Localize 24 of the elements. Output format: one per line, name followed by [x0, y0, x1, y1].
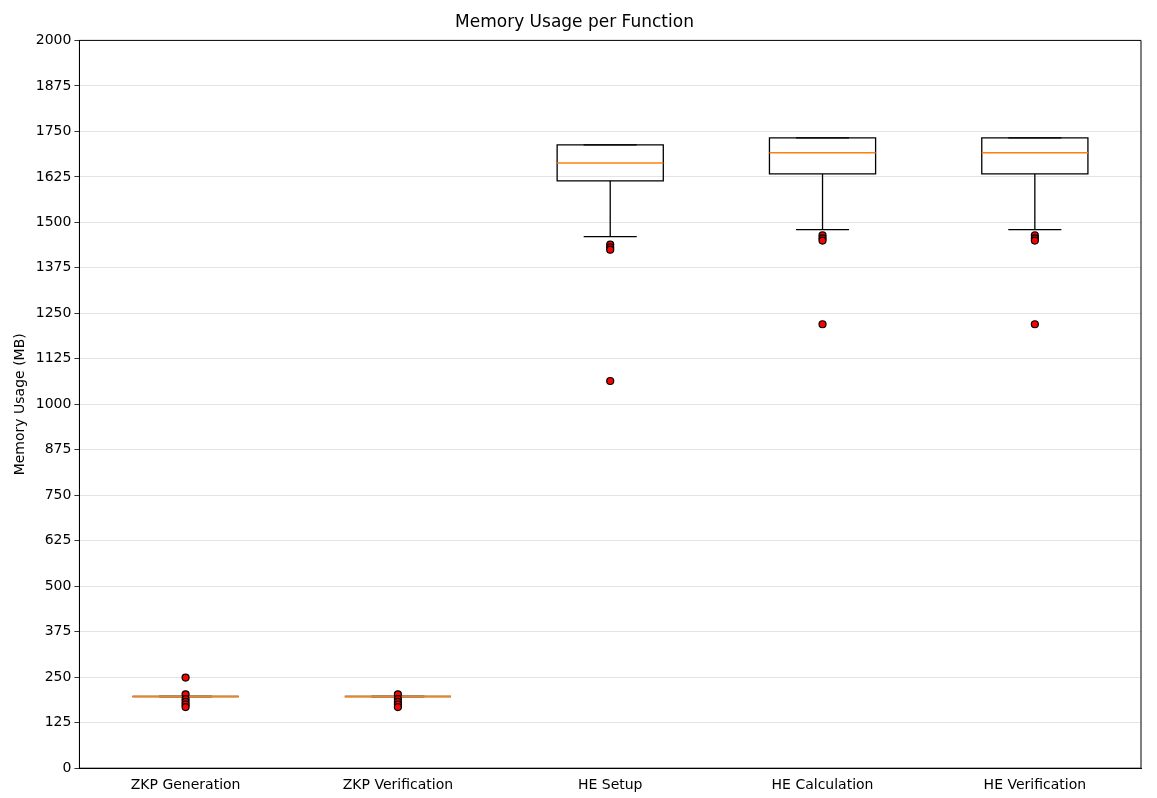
y-tick-label: 1750: [35, 122, 72, 139]
y-tick-label: 1000: [35, 394, 72, 411]
y-tick-label: 1875: [35, 76, 72, 93]
y-tick-label: 1250: [35, 303, 72, 320]
y-tick-label: 750: [44, 485, 72, 502]
x-tick-label: HE Verification: [983, 776, 1087, 793]
chart-title: Memory Usage per Function: [455, 10, 694, 31]
y-tick-label: 1500: [35, 212, 72, 229]
y-tick-label: 375: [44, 622, 72, 639]
x-tick-label: HE Setup: [577, 776, 643, 793]
y-tick-label: 125: [44, 713, 72, 730]
y-tick-label: 250: [44, 667, 72, 684]
y-tick-label: 1625: [35, 167, 72, 184]
y-tick-label: 2000: [35, 31, 72, 48]
y-tick-label: 1375: [35, 258, 72, 275]
x-tick-label: ZKP Verification: [342, 776, 454, 793]
y-tick-label: 500: [44, 576, 72, 593]
x-tick-label: HE Calculation: [771, 776, 874, 793]
y-tick-label: 875: [44, 440, 72, 457]
y-tick-label: 1125: [35, 349, 72, 366]
y-axis-title: Memory Usage (MB): [11, 333, 28, 476]
y-tick-label: 625: [44, 531, 72, 548]
y-tick-label: 0: [62, 758, 72, 775]
x-tick-label: ZKP Generation: [130, 776, 241, 793]
